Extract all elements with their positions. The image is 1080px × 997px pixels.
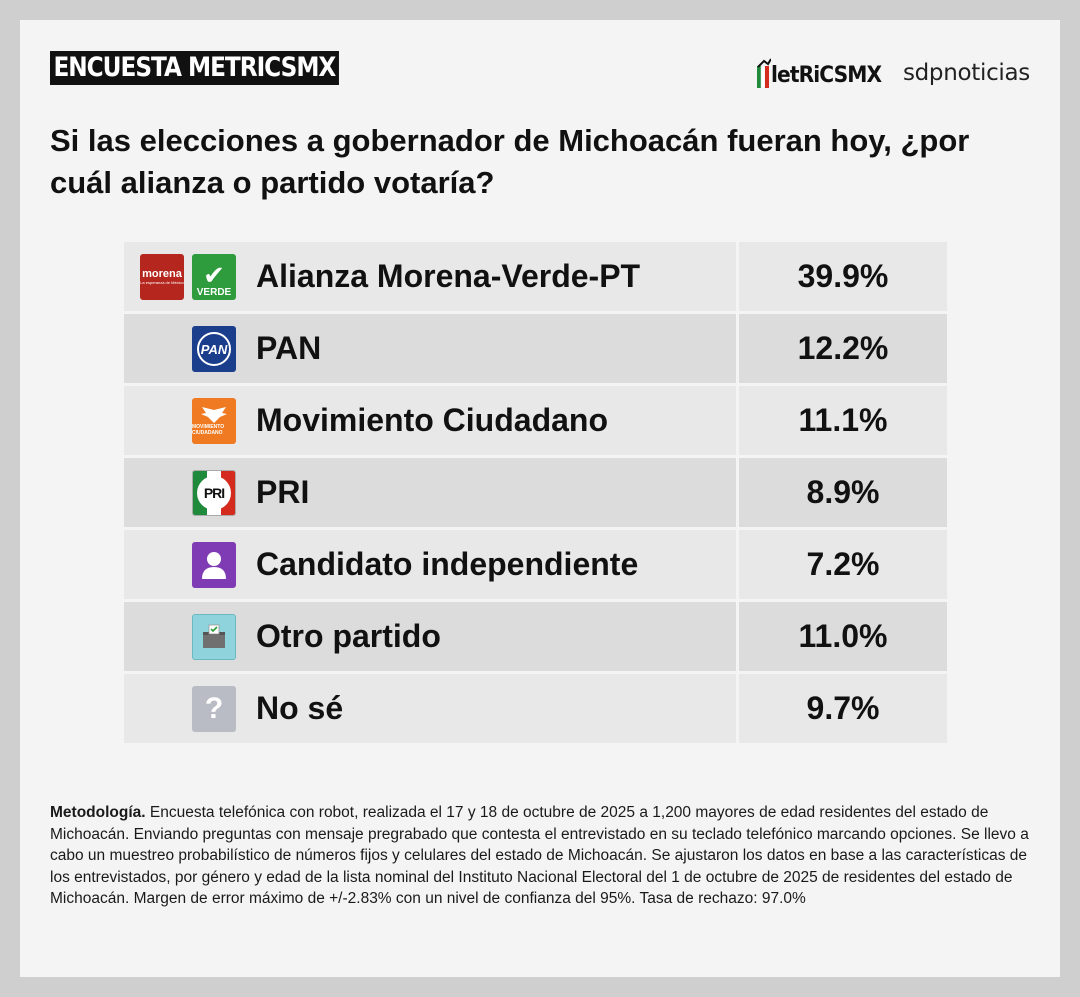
morena-logo-icon: morena La esperanza de México — [140, 254, 184, 300]
metricsmx-logo: letRiCSMX — [757, 58, 891, 88]
name-cell: PRI PRI — [124, 458, 736, 527]
results-table: morena La esperanza de México ✔ VERDE Al… — [124, 242, 947, 746]
row-value: 11.0% — [739, 602, 947, 671]
party-icons — [192, 542, 236, 588]
name-cell: Otro partido — [124, 602, 736, 671]
table-row: morena La esperanza de México ✔ VERDE Al… — [124, 242, 947, 311]
row-label: Alianza Morena-Verde-PT — [256, 258, 641, 294]
row-label: Movimiento Ciudadano — [256, 402, 608, 438]
brand-logos: letRiCSMX sdpnoticias — [757, 56, 1030, 90]
row-value: 12.2% — [739, 314, 947, 383]
table-row: Candidato independiente 7.2% — [124, 530, 947, 599]
row-label: No sé — [256, 690, 344, 726]
poll-card: ENCUESTA METRICSMX letRiCSMX sdpnoticias… — [20, 20, 1060, 977]
verde-logo-icon: ✔ VERDE — [192, 254, 236, 300]
eagle-icon — [201, 407, 227, 423]
row-value: 11.1% — [739, 386, 947, 455]
methodology-label: Metodología. — [50, 804, 146, 821]
survey-question: Si las elecciones a gobernador de Michoa… — [50, 123, 970, 200]
methodology-note: Metodología. Encuesta telefónica con rob… — [50, 802, 1035, 910]
question-mark-icon: ? — [192, 686, 236, 732]
row-label: PAN — [256, 330, 322, 366]
party-icons — [192, 614, 236, 660]
row-label: PRI — [256, 474, 310, 510]
survey-tag: ENCUESTA METRICSMX — [50, 51, 339, 85]
person-icon — [192, 542, 236, 588]
party-icons: PRI — [192, 470, 236, 516]
row-value: 7.2% — [739, 530, 947, 599]
table-row: ? No sé 9.7% — [124, 674, 947, 743]
row-value: 8.9% — [739, 458, 947, 527]
row-label: Otro partido — [256, 618, 441, 654]
name-cell: MOVIMIENTO CIUDADANO Movimiento Ciudadan… — [124, 386, 736, 455]
metricsmx-wordmark: letRiCSMX — [771, 63, 882, 88]
methodology-text: Encuesta telefónica con robot, realizada… — [50, 804, 1029, 907]
table-row: PAN PAN 12.2% — [124, 314, 947, 383]
party-icons: MOVIMIENTO CIUDADANO — [192, 398, 236, 444]
pri-logo-icon: PRI — [192, 470, 236, 516]
table-row: PRI PRI 8.9% — [124, 458, 947, 527]
ballot-box-icon — [192, 614, 236, 660]
metricsmx-flag-arrow-icon — [757, 58, 772, 88]
row-value: 39.9% — [739, 242, 947, 311]
sdpnoticias-logo: sdpnoticias — [902, 60, 1030, 86]
party-icons: PAN — [192, 326, 236, 372]
pan-logo-icon: PAN — [192, 326, 236, 372]
row-value: 9.7% — [739, 674, 947, 743]
name-cell: Candidato independiente — [124, 530, 736, 599]
name-cell: morena La esperanza de México ✔ VERDE Al… — [124, 242, 736, 311]
movimiento-ciudadano-logo-icon: MOVIMIENTO CIUDADANO — [192, 398, 236, 444]
row-label: Candidato independiente — [256, 546, 639, 582]
name-cell: PAN PAN — [124, 314, 736, 383]
table-row: Otro partido 11.0% — [124, 602, 947, 671]
table-row: MOVIMIENTO CIUDADANO Movimiento Ciudadan… — [124, 386, 947, 455]
name-cell: ? No sé — [124, 674, 736, 743]
party-icons: morena La esperanza de México ✔ VERDE — [140, 254, 236, 300]
party-icons: ? — [192, 686, 236, 732]
